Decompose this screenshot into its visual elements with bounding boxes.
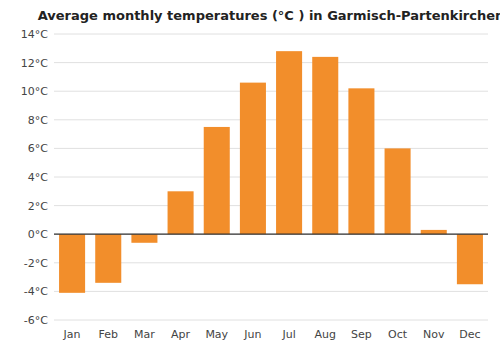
chart-title: Average monthly temperatures (°C ) in Ga… [38,8,500,23]
x-tick-label: Apr [171,328,191,341]
zero-line [54,234,488,235]
y-tick-label: 6°C [28,142,48,155]
grid-line [54,177,488,178]
bar [204,127,230,234]
x-tick-label: Nov [423,328,445,341]
bar [457,234,483,284]
x-tick-label: Jul [281,328,295,341]
y-tick-label: 2°C [28,200,48,213]
bar [276,51,302,234]
x-tick-label: Jun [243,328,261,341]
bar [59,234,85,293]
bar [421,230,447,234]
x-tick-label: Sep [351,328,372,341]
bar [312,57,338,234]
y-tick-label: -6°C [24,314,48,327]
y-tick-label: 14°C [21,28,48,41]
y-tick-label: -2°C [24,257,48,270]
y-tick-label: 4°C [28,171,48,184]
x-tick-label: Jan [63,328,81,341]
grid-line [54,205,488,206]
y-tick-label: 8°C [28,114,48,127]
grid-line [54,291,488,292]
bars [59,51,483,293]
x-tick-label: Mar [134,328,155,341]
bar [168,191,194,234]
y-tick-label: 10°C [21,85,48,98]
grid-line [54,148,488,149]
grid-line [54,234,488,235]
y-tick-label: 0°C [28,228,48,241]
grid-line [54,34,488,35]
y-tick-label: 12°C [21,57,48,70]
bar [95,234,121,283]
grid-line [54,62,488,63]
x-tick-label: Oct [388,328,408,341]
chart: Average monthly temperatures (°C ) in Ga… [0,0,500,350]
grid-line [54,119,488,120]
x-tick-label: Aug [315,328,336,341]
bar [240,83,266,235]
y-tick-label: -4°C [24,285,48,298]
bar [131,234,157,243]
x-tick-label: Dec [459,328,480,341]
x-tick-label: May [205,328,228,341]
bar [348,88,374,234]
grid-line [54,320,488,321]
x-tick-label: Feb [99,328,118,341]
grid-line [54,91,488,92]
y-grid [54,34,488,320]
bar [385,148,411,234]
